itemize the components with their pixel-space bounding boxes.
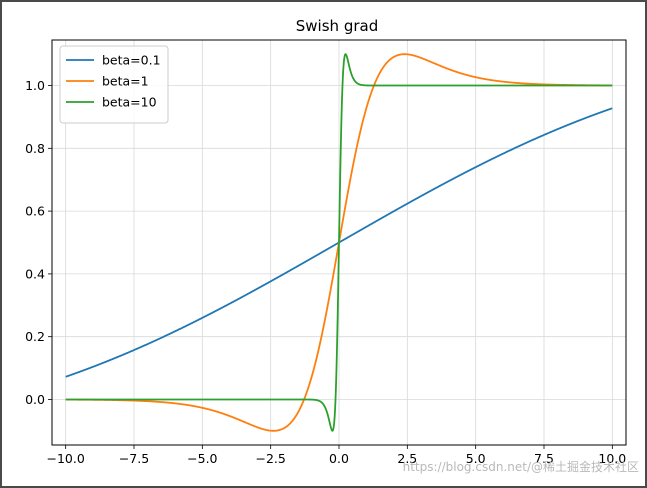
x-tick-label: 10.0 xyxy=(598,451,626,466)
y-tick-label: 1.0 xyxy=(25,78,45,93)
legend: beta=0.1 beta=1 beta=10 xyxy=(59,45,169,124)
legend-label: beta=10 xyxy=(102,95,157,110)
x-tick-label: 2.5 xyxy=(397,451,417,466)
legend-label: beta=1 xyxy=(102,74,149,89)
series-lines xyxy=(65,53,613,432)
chart-title: Swish grad xyxy=(296,17,378,35)
watermark: https://blog.csdn.net/@稀土掘金技术社区 xyxy=(403,459,639,474)
series-line-beta=10 xyxy=(65,53,613,432)
x-tick-label: −10.0 xyxy=(47,451,85,466)
x-tick-label: −2.5 xyxy=(255,451,285,466)
grid xyxy=(52,40,626,445)
y-tick-label: 0.0 xyxy=(25,392,45,407)
y-tick-label: 0.6 xyxy=(25,204,45,219)
x-tick-label: −7.5 xyxy=(119,451,149,466)
x-tick-label: 5.0 xyxy=(466,451,486,466)
legend-box xyxy=(59,45,169,124)
x-tick-label: 0.0 xyxy=(329,451,349,466)
x-tick-label: 7.5 xyxy=(534,451,554,466)
axis-ticks: −10.0 −7.5 −5.0 −2.5 0.0 2.5 5.0 7.5 10.0 0.0 0.2 0… xyxy=(25,78,626,466)
y-tick-label: 0.2 xyxy=(25,329,45,344)
x-tick-label: −5.0 xyxy=(187,451,217,466)
legend-label: beta=0.1 xyxy=(102,53,161,68)
y-tick-label: 0.8 xyxy=(25,141,45,156)
y-tick-label: 0.4 xyxy=(25,266,45,281)
